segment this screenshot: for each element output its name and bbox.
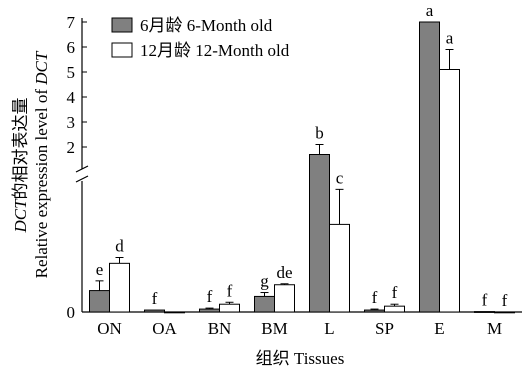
significance-label: a — [426, 1, 434, 20]
axis-break-mark — [75, 175, 89, 183]
x-category-label: BN — [208, 319, 232, 338]
bar-on-series-2 — [109, 262, 130, 313]
significance-label: b — [315, 124, 324, 143]
y-tick-label: 4 — [67, 88, 76, 107]
significance-label: de — [276, 263, 292, 282]
bar-m-series-1 — [474, 311, 495, 313]
significance-label: f — [207, 287, 213, 306]
y-tick-label: 2 — [67, 138, 76, 157]
bar-bm-series-2 — [274, 284, 295, 313]
x-category-label: SP — [375, 319, 394, 338]
legend: 6月龄 6-Month old 12月龄 12-Month old — [111, 16, 290, 60]
significance-label: f — [502, 291, 508, 310]
y-axis-title-chinese: DCT的相对表达量 — [11, 97, 30, 233]
y-tick-label: 7 — [67, 13, 76, 32]
significance-label: d — [115, 236, 124, 255]
x-category-label: ON — [97, 319, 122, 338]
bar-bm-series-1 — [254, 295, 275, 313]
x-category-label: L — [324, 319, 334, 338]
bar-on-series-1 — [89, 290, 110, 313]
bar-e-series-2 — [439, 69, 460, 313]
significance-label: f — [482, 291, 488, 310]
bar-l-series-1 — [309, 154, 330, 313]
y-tick-label: 3 — [67, 113, 76, 132]
bar-oa-series-1 — [144, 309, 165, 313]
significance-label: f — [152, 289, 158, 308]
bar-sp-series-2 — [384, 305, 405, 313]
y-axis-title-english: Relative expression level of DCT — [32, 50, 51, 278]
bar-bn-series-2 — [219, 303, 240, 313]
x-axis-title: 组织 Tissues — [256, 349, 345, 368]
x-category-label: E — [434, 319, 444, 338]
bar-m-series-2 — [494, 311, 515, 314]
legend-swatch-series-2 — [111, 42, 133, 58]
significance-label: f — [392, 283, 398, 302]
legend-label-series-1: 6月龄 6-Month old — [140, 16, 273, 35]
bar-bn-series-1 — [199, 308, 220, 313]
bar-l-series-2 — [329, 223, 350, 313]
bar-e-series-1 — [419, 21, 440, 313]
legend-swatch-series-1 — [111, 17, 133, 33]
significance-label: f — [372, 288, 378, 307]
y-tick-label: 5 — [67, 63, 76, 82]
significance-label: a — [446, 29, 454, 48]
x-category-label: M — [487, 319, 502, 338]
y-tick-label: 0 — [67, 303, 76, 322]
significance-label: f — [227, 281, 233, 300]
y-axis-title: DCT的相对表达量 Relative expression level of D… — [11, 50, 51, 278]
significance-label: g — [260, 272, 269, 291]
x-category-label: OA — [152, 319, 177, 338]
x-category-label: BM — [261, 319, 287, 338]
significance-label: c — [336, 168, 344, 187]
legend-label-series-2: 12月龄 12-Month old — [140, 41, 290, 60]
y-tick-label: 6 — [67, 38, 76, 57]
bar-oa-series-2 — [164, 311, 185, 314]
axis-break-mark — [75, 165, 89, 173]
significance-label: e — [96, 260, 104, 279]
bar-sp-series-1 — [364, 309, 385, 313]
